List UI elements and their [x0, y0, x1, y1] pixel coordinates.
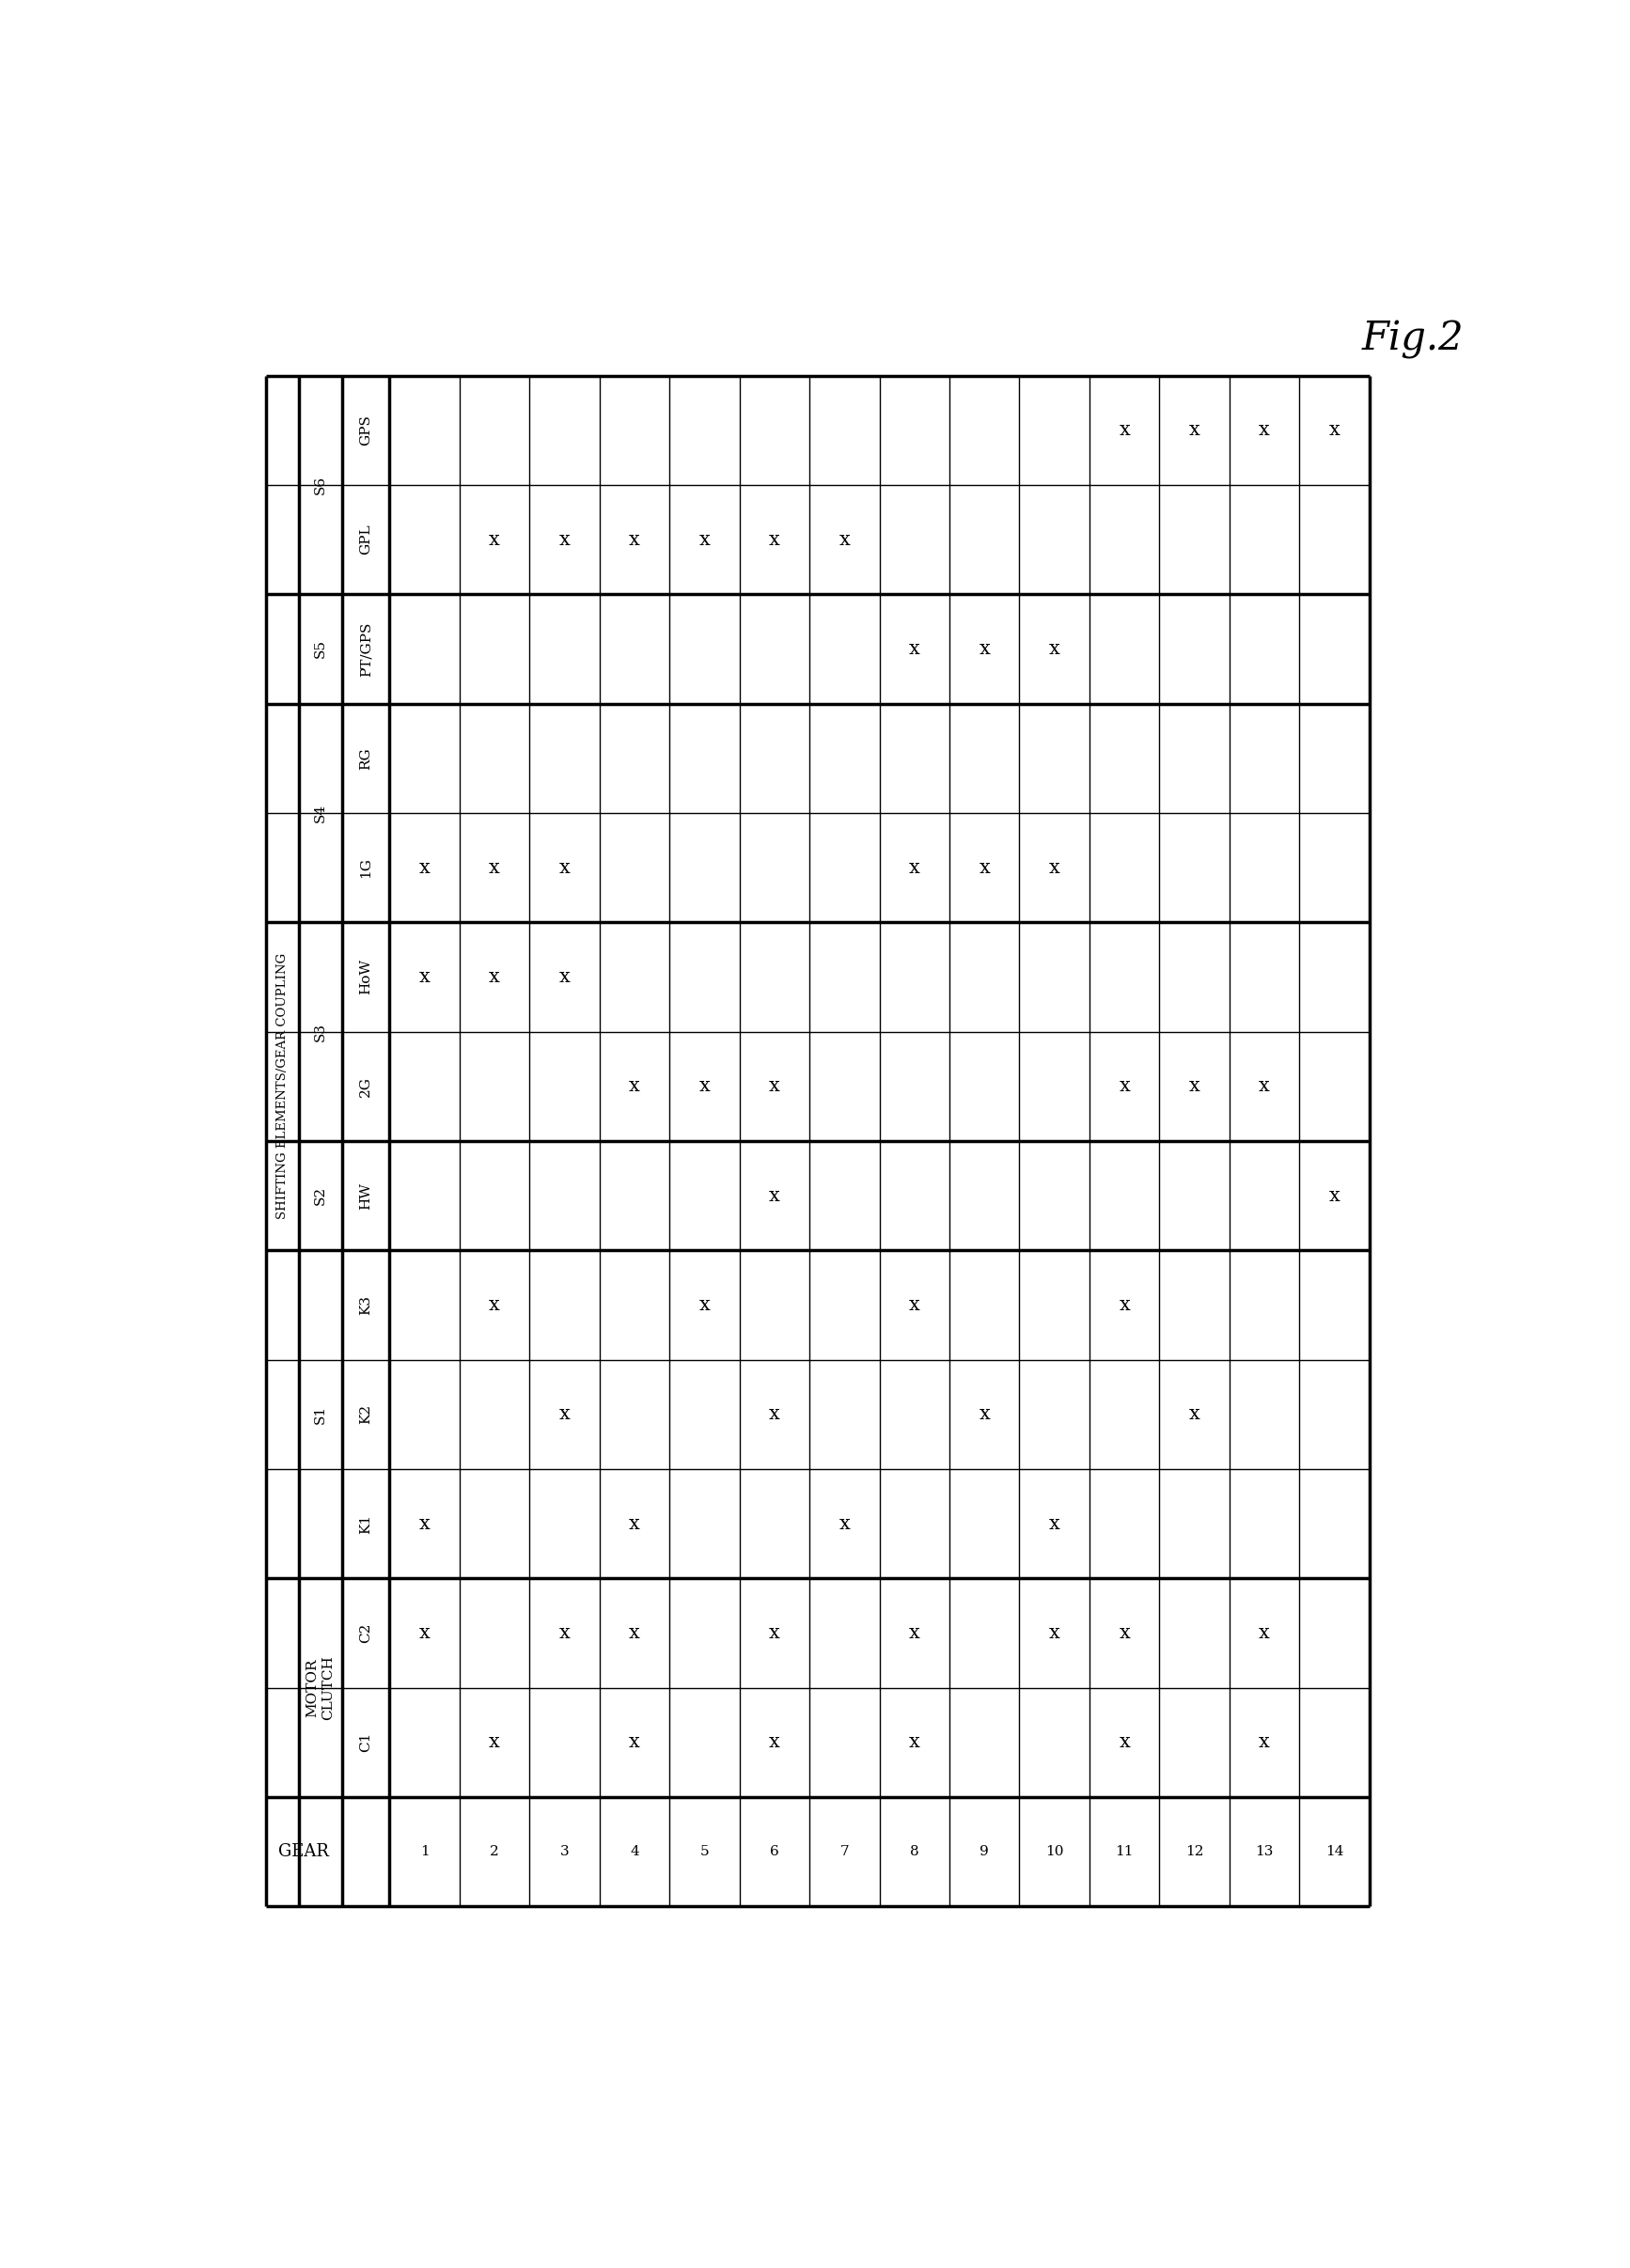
Text: PT/GPS: PT/GPS — [359, 621, 372, 676]
Text: 14: 14 — [1325, 1846, 1343, 1857]
Text: x: x — [769, 1406, 781, 1424]
Text: S3: S3 — [313, 1023, 328, 1041]
Text: x: x — [489, 1295, 500, 1313]
Text: 11: 11 — [1115, 1846, 1133, 1857]
Text: x: x — [769, 1077, 781, 1095]
Text: x: x — [769, 531, 781, 549]
Text: x: x — [699, 1077, 711, 1095]
Text: x: x — [1048, 1624, 1060, 1642]
Text: C1: C1 — [359, 1733, 372, 1753]
Text: x: x — [1328, 422, 1340, 440]
Text: S6: S6 — [313, 476, 328, 494]
Text: x: x — [629, 1733, 641, 1751]
Text: 7: 7 — [839, 1846, 849, 1857]
Text: 12: 12 — [1185, 1846, 1203, 1857]
Text: x: x — [1188, 422, 1200, 440]
Text: 1G: 1G — [359, 857, 372, 878]
Text: S5: S5 — [313, 640, 328, 658]
Text: x: x — [419, 968, 430, 987]
Text: x: x — [769, 1186, 781, 1204]
Text: 13: 13 — [1255, 1846, 1273, 1857]
Text: 2G: 2G — [359, 1075, 372, 1098]
Text: x: x — [629, 531, 641, 549]
Text: x: x — [839, 531, 849, 549]
Text: x: x — [559, 968, 570, 987]
Text: x: x — [1118, 1733, 1130, 1751]
Text: 6: 6 — [769, 1846, 779, 1857]
Text: x: x — [910, 640, 919, 658]
Text: 2: 2 — [491, 1846, 499, 1857]
Text: x: x — [489, 531, 500, 549]
Text: x: x — [1048, 640, 1060, 658]
Text: x: x — [1328, 1186, 1340, 1204]
Text: x: x — [980, 1406, 989, 1424]
Text: x: x — [910, 1624, 919, 1642]
Text: x: x — [489, 968, 500, 987]
Text: x: x — [980, 860, 989, 878]
Text: 1: 1 — [421, 1846, 429, 1857]
Text: RG: RG — [359, 746, 372, 769]
Text: x: x — [1258, 1077, 1270, 1095]
Text: x: x — [1048, 860, 1060, 878]
Text: x: x — [699, 531, 711, 549]
Text: C2: C2 — [359, 1624, 372, 1642]
Text: HoW: HoW — [359, 959, 372, 996]
Text: x: x — [699, 1295, 711, 1313]
Text: 4: 4 — [629, 1846, 639, 1857]
Text: x: x — [489, 860, 500, 878]
Text: x: x — [910, 1295, 919, 1313]
Text: x: x — [1118, 1295, 1130, 1313]
Text: Fig.2: Fig.2 — [1363, 320, 1464, 358]
Text: x: x — [1118, 1077, 1130, 1095]
Text: x: x — [419, 1624, 430, 1642]
Text: x: x — [839, 1515, 849, 1533]
Text: S2: S2 — [313, 1186, 328, 1204]
Text: x: x — [1118, 1624, 1130, 1642]
Text: x: x — [489, 1733, 500, 1751]
Text: x: x — [1188, 1406, 1200, 1424]
Text: x: x — [559, 531, 570, 549]
Text: x: x — [629, 1077, 641, 1095]
Text: x: x — [419, 1515, 430, 1533]
Text: GEAR: GEAR — [279, 1844, 329, 1860]
Text: K1: K1 — [359, 1513, 372, 1533]
Text: GPL: GPL — [359, 524, 372, 556]
Text: 10: 10 — [1045, 1846, 1064, 1857]
Text: K3: K3 — [359, 1295, 372, 1315]
Text: x: x — [1118, 422, 1130, 440]
Text: x: x — [559, 1406, 570, 1424]
Text: x: x — [980, 640, 989, 658]
Text: x: x — [1258, 1624, 1270, 1642]
Text: S1: S1 — [313, 1404, 328, 1424]
Text: x: x — [1258, 1733, 1270, 1751]
Text: x: x — [910, 1733, 919, 1751]
Text: 9: 9 — [980, 1846, 989, 1857]
Text: x: x — [1258, 422, 1270, 440]
Text: 8: 8 — [910, 1846, 919, 1857]
Text: x: x — [1048, 1515, 1060, 1533]
Text: 3: 3 — [561, 1846, 569, 1857]
Text: x: x — [1188, 1077, 1200, 1095]
Text: 5: 5 — [699, 1846, 709, 1857]
Text: GPS: GPS — [359, 415, 372, 447]
Text: MOTOR
CLUTCH: MOTOR CLUTCH — [306, 1656, 334, 1719]
Text: HW: HW — [359, 1182, 372, 1209]
Text: x: x — [910, 860, 919, 878]
Text: x: x — [629, 1515, 641, 1533]
Text: SHIFTING ELEMENTS/GEAR COUPLING: SHIFTING ELEMENTS/GEAR COUPLING — [275, 953, 289, 1220]
Text: x: x — [559, 1624, 570, 1642]
Text: x: x — [769, 1624, 781, 1642]
Text: x: x — [629, 1624, 641, 1642]
Text: K2: K2 — [359, 1404, 372, 1424]
Text: x: x — [419, 860, 430, 878]
Text: x: x — [559, 860, 570, 878]
Text: x: x — [769, 1733, 781, 1751]
Text: S4: S4 — [313, 803, 328, 823]
